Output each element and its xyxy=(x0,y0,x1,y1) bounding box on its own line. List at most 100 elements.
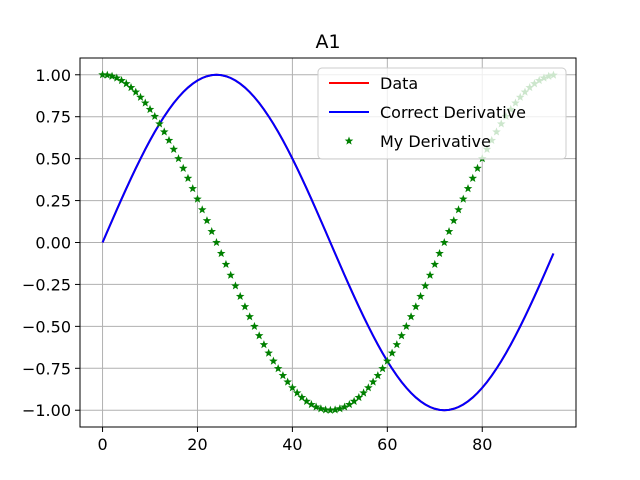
data-point-my-derivative xyxy=(383,356,392,365)
data-point-my-derivative xyxy=(202,216,212,225)
data-point-my-derivative xyxy=(103,70,112,79)
data-point-my-derivative xyxy=(174,154,183,163)
data-point-my-derivative xyxy=(288,383,297,392)
data-point-my-derivative xyxy=(273,364,283,373)
data-point-my-derivative xyxy=(278,371,288,380)
data-point-my-derivative xyxy=(440,238,449,247)
x-tick-label: 20 xyxy=(187,435,207,454)
data-point-my-derivative xyxy=(145,104,155,114)
legend-label-correct-derivative: Correct Derivative xyxy=(380,103,526,122)
legend-star-marker xyxy=(344,136,354,145)
data-point-my-derivative xyxy=(387,348,397,357)
data-point-my-derivative xyxy=(98,70,107,79)
data-point-my-derivative xyxy=(136,92,145,101)
axis-ticks: 0 20 40 60 80 −1.00 −0.75 −0.50 −0.25 0.00 0.25 0.5… xyxy=(22,66,492,454)
data-point-my-derivative xyxy=(416,291,425,301)
data-point-my-derivative xyxy=(340,402,349,411)
x-tick-label: 80 xyxy=(472,435,492,454)
data-point-my-derivative xyxy=(345,400,354,409)
x-tick-label: 40 xyxy=(282,435,302,454)
data-point-my-derivative xyxy=(321,405,330,414)
y-tick-label: −0.75 xyxy=(22,359,71,378)
data-point-my-derivative xyxy=(164,135,174,145)
data-point-my-derivative xyxy=(155,119,164,128)
data-point-my-derivative xyxy=(402,321,411,330)
data-point-my-derivative xyxy=(326,405,335,414)
data-point-my-derivative xyxy=(435,248,444,258)
data-point-my-derivative xyxy=(335,404,345,413)
data-point-my-derivative xyxy=(107,71,117,80)
data-point-my-derivative xyxy=(311,402,321,411)
data-point-my-derivative xyxy=(183,173,193,182)
data-point-my-derivative xyxy=(240,302,250,311)
data-point-my-derivative xyxy=(449,216,459,225)
data-point-my-derivative xyxy=(349,396,359,405)
data-point-my-derivative xyxy=(126,83,136,92)
y-tick-label: −1.00 xyxy=(22,401,71,420)
data-point-my-derivative xyxy=(302,396,311,405)
data-point-my-derivative xyxy=(368,377,378,386)
data-point-my-derivative xyxy=(197,205,207,214)
data-point-my-derivative xyxy=(112,73,122,82)
y-tick-label: 0.25 xyxy=(35,192,71,211)
data-point-my-derivative xyxy=(212,238,221,247)
data-point-my-derivative xyxy=(117,75,126,85)
data-point-my-derivative xyxy=(259,340,269,349)
data-point-my-derivative xyxy=(131,87,141,96)
data-point-my-derivative xyxy=(397,331,406,340)
data-point-my-derivative xyxy=(354,392,364,402)
data-point-my-derivative xyxy=(216,248,226,258)
y-tick-label: 1.00 xyxy=(35,66,71,85)
legend-handle-my-derivative xyxy=(344,136,354,145)
legend: Data Correct Derivative My Derivative xyxy=(317,67,567,160)
data-point-my-derivative xyxy=(188,184,198,193)
data-point-my-derivative xyxy=(235,291,245,301)
data-point-my-derivative xyxy=(364,383,373,392)
legend-label-my-derivative: My Derivative xyxy=(380,132,491,151)
data-point-my-derivative xyxy=(226,270,235,279)
data-point-my-derivative xyxy=(421,281,430,290)
data-point-my-derivative xyxy=(159,127,169,136)
data-point-my-derivative xyxy=(463,184,473,193)
data-point-my-derivative xyxy=(150,111,160,121)
data-point-my-derivative xyxy=(444,227,454,236)
data-point-my-derivative xyxy=(316,404,326,413)
data-point-my-derivative xyxy=(269,356,278,365)
data-point-my-derivative xyxy=(430,259,440,269)
data-point-my-derivative xyxy=(307,400,316,409)
data-point-my-derivative xyxy=(392,340,402,349)
data-point-my-derivative xyxy=(411,302,421,311)
data-point-my-derivative xyxy=(178,163,188,172)
data-point-my-derivative xyxy=(454,205,463,214)
data-point-my-derivative xyxy=(140,98,150,107)
legend-box xyxy=(317,67,567,160)
data-point-my-derivative xyxy=(468,173,478,182)
data-point-my-derivative xyxy=(406,312,416,321)
series-line-correct-derivative xyxy=(101,73,555,412)
data-point-my-derivative xyxy=(193,194,202,203)
y-tick-label: 0.75 xyxy=(35,108,71,127)
data-point-my-derivative xyxy=(245,312,254,321)
data-point-my-derivative xyxy=(122,79,131,88)
x-tick-label: 60 xyxy=(377,435,397,454)
data-point-my-derivative xyxy=(207,227,216,236)
x-tick-label: 0 xyxy=(97,435,107,454)
legend-label-data: Data xyxy=(380,74,418,93)
data-point-my-derivative xyxy=(359,388,368,397)
data-point-my-derivative xyxy=(378,364,387,373)
data-point-my-derivative xyxy=(264,348,273,357)
data-point-my-derivative xyxy=(458,194,468,203)
data-point-my-derivative xyxy=(297,392,307,402)
data-point-my-derivative xyxy=(283,377,292,386)
data-point-my-derivative xyxy=(221,259,231,269)
data-point-my-derivative xyxy=(330,405,340,414)
data-point-my-derivative xyxy=(425,270,435,279)
data-point-my-derivative xyxy=(292,388,302,397)
data-point-my-derivative xyxy=(254,331,264,340)
data-point-my-derivative xyxy=(373,371,383,380)
chart-title: A1 xyxy=(315,31,340,53)
data-point-my-derivative xyxy=(169,144,179,153)
y-tick-label: 0.50 xyxy=(35,150,71,169)
